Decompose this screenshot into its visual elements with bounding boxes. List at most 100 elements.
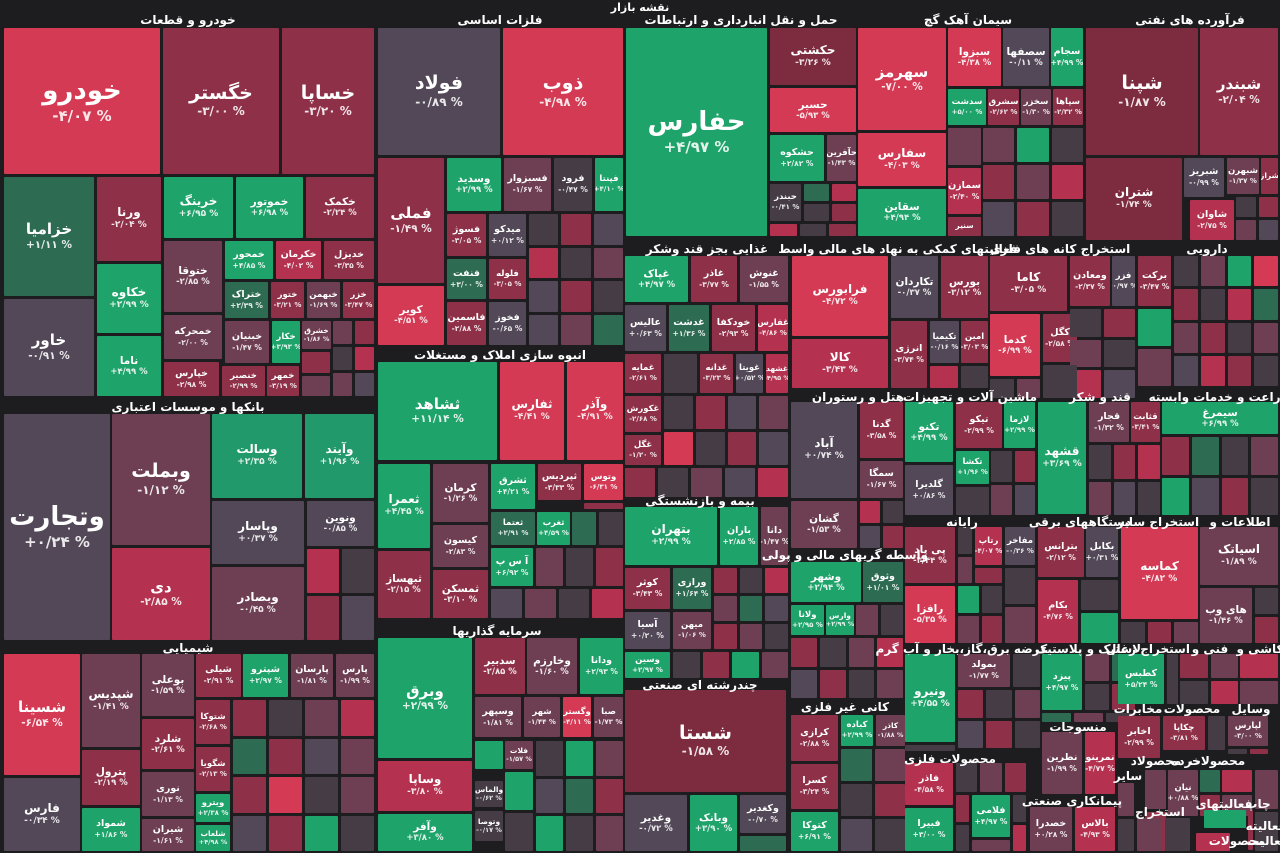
stock-tile[interactable]: حبندر -۰/۴۱ %: [770, 184, 801, 221]
stock-tile-small[interactable]: [664, 396, 693, 429]
stock-tile[interactable]: سقاین +۴/۹۴ %: [858, 189, 946, 236]
stock-tile[interactable]: سدبیر -۲/۸۵ %: [475, 638, 525, 694]
stock-tile[interactable]: سیمرغ +۶/۹۹ %: [1162, 402, 1278, 434]
stock-tile-small[interactable]: [1255, 588, 1278, 614]
stock-tile[interactable]: شپترو +۲/۹۷ %: [243, 654, 288, 697]
stock-tile-small[interactable]: [829, 224, 856, 236]
stock-tile[interactable]: خکرمان -۴/۰۲ %: [276, 241, 321, 279]
stock-tile-small[interactable]: [1014, 720, 1040, 748]
stock-tile-small[interactable]: [1014, 484, 1035, 515]
stock-tile-small[interactable]: [1251, 477, 1278, 515]
stock-tile[interactable]: آ س پ +۶/۹۲ %: [491, 548, 533, 586]
stock-tile-small[interactable]: [1254, 355, 1278, 386]
stock-tile[interactable]: غنوش -۱/۵۵ %: [740, 256, 788, 302]
stock-tile-small[interactable]: [848, 669, 875, 698]
stock-tile[interactable]: ودانا +۲/۹۳ %: [580, 638, 623, 694]
stock-tile-small[interactable]: [1254, 289, 1278, 320]
stock-tile[interactable]: کسرا -۳/۲۴ %: [791, 764, 838, 809]
stock-tile-small[interactable]: [333, 321, 352, 344]
stock-tile[interactable]: خپارس -۲/۹۸ %: [164, 362, 219, 396]
stock-tile[interactable]: کرازی -۲/۸۸ %: [791, 715, 838, 761]
stock-tile-small[interactable]: [599, 512, 623, 545]
stock-tile-small[interactable]: [1138, 309, 1171, 346]
stock-tile[interactable]: کالا -۳/۴۳ %: [792, 339, 888, 388]
stock-tile-small[interactable]: [596, 778, 623, 814]
stock-tile-small[interactable]: [558, 589, 590, 618]
stock-tile-small[interactable]: [1174, 322, 1198, 353]
stock-tile[interactable]: سپاها -۲/۳۲ %: [1053, 89, 1083, 125]
stock-tile[interactable]: خنصیر -۲/۹۹ %: [222, 366, 265, 396]
stock-tile[interactable]: وآفر +۳/۸۰ %: [378, 814, 472, 851]
stock-tile[interactable]: بکابل +۰/۳۱ %: [1086, 527, 1118, 577]
stock-tile-small[interactable]: [305, 700, 338, 736]
stock-tile[interactable]: وتجارت +۰/۲۴ %: [4, 414, 110, 640]
stock-tile-small[interactable]: [841, 819, 872, 851]
stock-tile[interactable]: ثشاهد +۱۱/۱۴ %: [378, 362, 497, 460]
stock-tile-small[interactable]: [1004, 763, 1026, 792]
stock-tile[interactable]: وشهر +۲/۹۴ %: [791, 562, 861, 602]
stock-tile-small[interactable]: [757, 468, 788, 497]
stock-tile[interactable]: خمحرکه -۲/۰۰ %: [164, 315, 222, 359]
stock-tile-small[interactable]: [860, 526, 880, 548]
stock-tile[interactable]: گشان -۱/۵۳ %: [791, 501, 857, 548]
stock-tile[interactable]: خشرق -۱/۸۶ %: [302, 321, 331, 349]
stock-tile-small[interactable]: [566, 741, 593, 776]
stock-tile-small[interactable]: [691, 468, 722, 497]
stock-tile-small[interactable]: [596, 816, 623, 851]
stock-tile-small[interactable]: [1200, 770, 1220, 792]
stock-tile-small[interactable]: [881, 605, 903, 635]
stock-tile-small[interactable]: [233, 777, 266, 813]
stock-tile-small[interactable]: [874, 749, 905, 781]
stock-tile-small[interactable]: [1081, 613, 1118, 643]
stock-tile[interactable]: حآفرین -۱/۴۳ %: [827, 135, 856, 181]
stock-tile-small[interactable]: [1104, 309, 1135, 337]
stock-tile[interactable]: شپدیس -۱/۴۱ %: [82, 654, 140, 747]
stock-tile[interactable]: ثمسکن -۳/۱۰ %: [433, 570, 488, 618]
stock-tile-small[interactable]: [1210, 680, 1238, 704]
stock-tile[interactable]: لازما +۲/۹۹ %: [1004, 402, 1035, 448]
stock-tile-small[interactable]: [529, 214, 559, 245]
stock-tile-small[interactable]: [848, 638, 875, 667]
stock-tile-small[interactable]: [1014, 451, 1035, 482]
stock-tile-small[interactable]: [1210, 654, 1238, 678]
stock-tile[interactable]: ثفارس -۴/۴۱ %: [500, 362, 564, 460]
stock-tile-small[interactable]: [1248, 810, 1253, 850]
stock-tile[interactable]: وتوصا -۰/۱۷ %: [475, 811, 503, 841]
stock-tile[interactable]: غمایه -۲/۶۱ %: [625, 354, 661, 393]
stock-tile-small[interactable]: [341, 700, 374, 736]
stock-tile-small[interactable]: [695, 432, 725, 465]
stock-tile-small[interactable]: [561, 314, 591, 345]
stock-tile-small[interactable]: [831, 184, 856, 201]
stock-tile-small[interactable]: [593, 281, 623, 312]
stock-tile-small[interactable]: [1240, 654, 1278, 678]
stock-tile[interactable]: کویر -۴/۵۱ %: [378, 286, 444, 345]
stock-tile-small[interactable]: [1200, 289, 1225, 320]
stock-tile-small[interactable]: [664, 354, 697, 393]
stock-tile[interactable]: نطرین -۱/۹۹ %: [1042, 732, 1082, 794]
stock-tile-small[interactable]: [1113, 445, 1136, 479]
stock-tile-small[interactable]: [1051, 128, 1083, 162]
stock-tile-small[interactable]: [958, 586, 979, 613]
stock-tile[interactable]: خگستر -۳/۰۰ %: [163, 28, 279, 174]
stock-tile[interactable]: ثشرق +۴/۲۱ %: [491, 464, 535, 509]
stock-tile[interactable]: وغدیر -۰/۷۲ %: [625, 795, 687, 851]
stock-tile-small[interactable]: [1118, 818, 1134, 851]
stock-tile[interactable]: فملی -۱/۴۹ %: [378, 158, 444, 283]
stock-tile-small[interactable]: [1081, 580, 1118, 610]
stock-tile-small[interactable]: [1167, 654, 1178, 704]
stock-tile[interactable]: فنفت +۳/۰۰ %: [447, 259, 486, 299]
stock-tile[interactable]: حفارس +۴/۹۷ %: [626, 28, 767, 236]
stock-tile-small[interactable]: [1200, 256, 1225, 287]
stock-tile-small[interactable]: [1208, 716, 1225, 750]
stock-tile-small[interactable]: [1013, 824, 1026, 851]
stock-tile[interactable]: خکار +۳/۹۳ %: [272, 321, 300, 363]
stock-tile-small[interactable]: [727, 396, 757, 429]
stock-tile[interactable]: ثپردیس -۳/۳۳ %: [538, 464, 581, 500]
stock-tile[interactable]: لپارس -۳/۰۰ %: [1228, 716, 1268, 746]
stock-tile-small[interactable]: [1118, 783, 1134, 816]
stock-tile-small[interactable]: [1085, 683, 1109, 710]
stock-tile-small[interactable]: [1236, 197, 1256, 217]
stock-tile[interactable]: مفاخر -۰/۳۶ %: [1005, 527, 1035, 565]
stock-tile[interactable]: شتوکا -۲/۶۸ %: [196, 700, 230, 744]
stock-tile-small[interactable]: [1258, 220, 1278, 240]
